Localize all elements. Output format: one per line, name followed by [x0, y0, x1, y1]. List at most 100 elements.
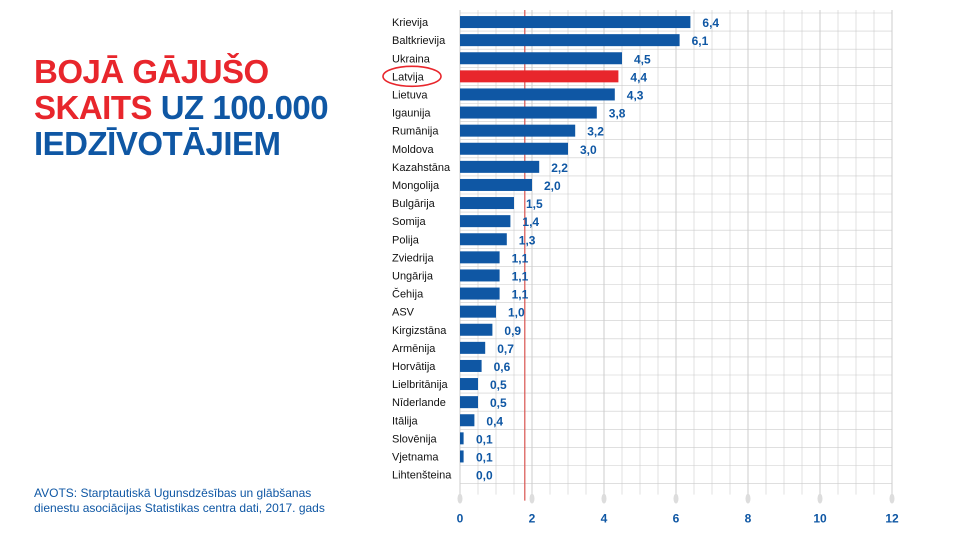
bar	[460, 16, 691, 29]
bar	[460, 70, 619, 83]
axis-marker	[889, 493, 895, 504]
value-label: 1,3	[519, 233, 536, 247]
title-line-2-red: SKAITS	[34, 89, 153, 126]
category-label: Lielbritānija	[392, 379, 449, 391]
x-tick-label: 2	[529, 512, 536, 526]
axis-marker	[601, 493, 607, 504]
category-label: ASV	[392, 307, 415, 319]
value-label: 0,4	[486, 414, 503, 428]
bar	[460, 305, 496, 318]
category-label: Ukraina	[392, 53, 431, 65]
category-label: Moldova	[392, 144, 434, 156]
value-label: 0,9	[504, 324, 521, 338]
category-label: Nīderlande	[392, 397, 446, 409]
value-label: 0,6	[494, 360, 511, 374]
category-label: Zviedrija	[392, 252, 434, 264]
source-note: AVOTS: Starptautiskā Ugunsdzēsības un gl…	[34, 486, 325, 515]
x-tick-label: 4	[601, 512, 608, 526]
chart-labels: Krievija 6,4 Baltkrievija 6,1 Ukraina 4,5 Latv…	[382, 16, 719, 483]
bar	[460, 233, 507, 246]
category-label: Ungārija	[392, 270, 434, 282]
category-label: Latvija	[392, 71, 425, 83]
chart-title: BOJĀ GĀJUŠO SKAITS UZ 100.000 IEDZĪVOTĀJ…	[34, 53, 329, 162]
category-label: Igaunija	[392, 108, 431, 120]
bar	[460, 142, 568, 155]
value-label: 1,1	[512, 288, 529, 302]
axis-marker	[529, 493, 535, 504]
value-label: 4,3	[627, 88, 644, 102]
x-axis: 0 2 4 6 8 10 12	[457, 493, 899, 526]
bar	[460, 178, 532, 191]
bar	[460, 88, 615, 101]
category-label: Horvātija	[392, 361, 436, 373]
title-line-1: BOJĀ GĀJUŠO	[34, 53, 269, 90]
value-label: 0,0	[476, 469, 493, 483]
bar	[460, 197, 514, 210]
highlight-ellipse	[382, 65, 442, 88]
category-label: Baltkrievija	[392, 35, 446, 47]
value-label: 3,8	[609, 107, 626, 121]
category-label: Itālija	[392, 415, 419, 427]
axis-marker	[817, 493, 823, 504]
x-tick-label: 10	[813, 512, 827, 526]
value-label: 6,1	[692, 34, 709, 48]
bar	[460, 396, 478, 409]
category-label: Kirgizstāna	[392, 325, 447, 337]
bar	[460, 359, 482, 372]
value-label: 0,5	[490, 396, 507, 410]
bar	[460, 341, 486, 354]
value-label: 1,4	[522, 215, 539, 229]
value-label: 0,7	[497, 342, 514, 356]
x-tick-label: 0	[457, 512, 464, 526]
bar	[460, 160, 540, 173]
x-tick-label: 6	[673, 512, 680, 526]
bar	[460, 378, 478, 391]
axis-marker	[745, 493, 751, 504]
value-label: 1,0	[508, 306, 525, 320]
bar	[460, 251, 500, 264]
category-label: Slovēnija	[392, 433, 438, 445]
category-label: Lihtenšteina	[392, 470, 452, 482]
bar	[460, 106, 597, 119]
value-label: 3,2	[587, 125, 604, 139]
value-label: 4,5	[634, 52, 651, 66]
axis-marker	[673, 493, 679, 504]
value-label: 1,1	[512, 251, 529, 265]
category-label: Mongolija	[392, 180, 440, 192]
bar	[460, 269, 500, 282]
category-label: Vjetnama	[392, 451, 439, 463]
category-label: Kazahstāna	[392, 162, 451, 174]
bar	[460, 323, 493, 336]
chart-bars	[460, 16, 691, 463]
bar	[460, 215, 511, 228]
category-label: Rumānija	[392, 126, 439, 138]
title-line-2-blue: UZ 100.000	[160, 89, 329, 126]
bar	[460, 52, 622, 65]
bar	[460, 287, 500, 300]
value-label: 1,1	[512, 269, 529, 283]
value-label: 0,1	[476, 432, 493, 446]
value-label: 2,2	[551, 161, 568, 175]
bar	[460, 432, 464, 445]
value-label: 4,4	[630, 70, 647, 84]
value-label: 0,5	[490, 378, 507, 392]
category-label: Lietuva	[392, 89, 428, 101]
category-label: Polija	[392, 234, 420, 246]
category-label: Somija	[392, 216, 427, 228]
bar	[460, 414, 475, 427]
value-label: 3,0	[580, 143, 597, 157]
bar	[460, 124, 576, 137]
x-tick-label: 12	[885, 512, 899, 526]
bar	[460, 34, 680, 47]
value-label: 1,5	[526, 197, 543, 211]
category-label: Armēnija	[392, 343, 436, 355]
title-line-3: IEDZĪVOTĀJIEM	[34, 125, 281, 162]
category-label: Krievija	[392, 17, 429, 29]
x-tick-label: 8	[745, 512, 752, 526]
bar	[460, 450, 464, 463]
category-label: Čehija	[392, 288, 424, 301]
value-label: 0,1	[476, 450, 493, 464]
axis-marker	[457, 493, 463, 504]
value-label: 6,4	[702, 16, 719, 30]
value-label: 2,0	[544, 179, 561, 193]
